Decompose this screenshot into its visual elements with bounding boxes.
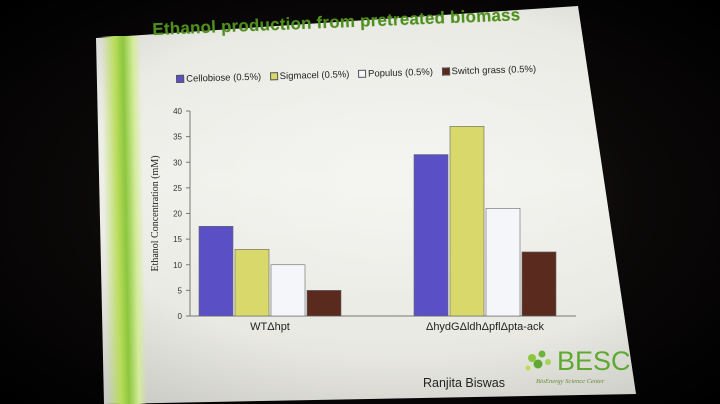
x-category-label: ΔhydGΔldhΔpflΔpta-ack (426, 321, 545, 333)
y-tick-label: 5 (178, 286, 183, 295)
y-tick-label: 30 (173, 158, 182, 167)
bar (521, 251, 557, 317)
bar (306, 290, 342, 317)
bar (198, 226, 234, 317)
y-tick-label: 35 (173, 133, 182, 142)
y-axis-label: Ethanol Concentration (mM) (150, 155, 161, 271)
y-tick-label: 40 (173, 107, 182, 116)
y-tick-label: 20 (173, 210, 182, 219)
y-tick-label: 15 (173, 235, 182, 244)
y-tick-label: 0 (178, 312, 183, 321)
bar (413, 154, 449, 317)
logo-subtitle: BioEnergy Science Center (536, 378, 605, 385)
bar (485, 208, 521, 317)
logo-wordmark: BESC (557, 346, 631, 376)
bar (234, 249, 270, 317)
y-tick-label: 25 (173, 184, 182, 193)
besc-logo-icon (525, 350, 551, 371)
bar (449, 126, 485, 317)
y-tick-label: 10 (173, 261, 182, 270)
bar (270, 264, 306, 317)
presenter-name: Ranjita Biswas (423, 376, 505, 390)
x-category-label: WTΔhpt (250, 321, 290, 333)
